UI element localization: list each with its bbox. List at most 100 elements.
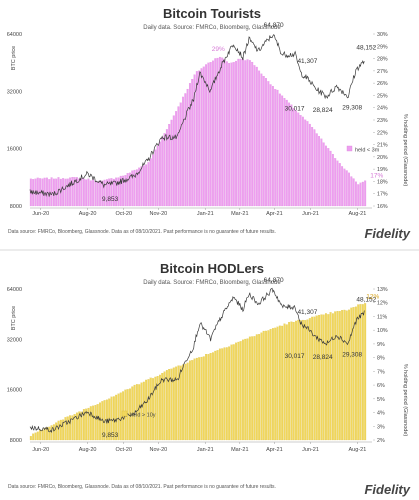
x-tick-label: Jun-20 — [32, 211, 49, 217]
share-bar — [239, 341, 242, 441]
share-bar — [318, 136, 321, 207]
share-bar — [341, 310, 344, 441]
share-bar — [165, 129, 168, 207]
share-bar — [244, 338, 247, 441]
share-bar — [322, 314, 325, 441]
share-bar — [163, 133, 166, 207]
share-bar — [110, 178, 113, 207]
share-bar — [322, 142, 325, 207]
footer-note: Data source: FMRCo, Bloomberg, Glassnode… — [8, 229, 276, 235]
share-bar — [299, 115, 302, 207]
data-annotation: 12% — [366, 294, 379, 301]
data-annotation: 28,824 — [313, 354, 333, 361]
share-bar — [225, 61, 228, 207]
x-tick-label: Jun-20 — [32, 447, 49, 453]
share-bar — [223, 347, 226, 441]
y2-tick-label: 16% — [377, 204, 388, 210]
x-tick-label: Jun-21 — [302, 211, 319, 217]
y2-tick-label: 29% — [377, 44, 388, 50]
y2-tick-label: 2% — [377, 438, 385, 444]
share-bar — [258, 70, 261, 207]
share-bar — [112, 178, 115, 207]
share-bar — [354, 306, 357, 441]
x-tick-label: Nov-20 — [149, 447, 167, 453]
share-bar — [108, 178, 111, 207]
brand-logo: Fidelity — [364, 226, 410, 241]
share-bar — [138, 384, 141, 441]
share-bar — [43, 177, 46, 207]
share-bar — [80, 178, 83, 207]
share-bar — [142, 165, 145, 207]
share-bar — [89, 180, 92, 207]
share-bar — [69, 415, 71, 441]
share-bar — [202, 66, 205, 207]
share-bar — [140, 166, 143, 207]
share-bar — [295, 110, 297, 207]
share-bar — [145, 379, 148, 441]
share-bar — [288, 102, 291, 207]
share-bar — [147, 162, 150, 207]
share-bar — [34, 432, 37, 441]
share-bar — [179, 102, 182, 207]
share-bar — [334, 158, 337, 207]
share-bar — [147, 379, 150, 441]
share-bar — [285, 99, 288, 207]
share-bar — [122, 175, 125, 207]
share-bar — [248, 336, 251, 441]
share-bar — [237, 341, 240, 441]
share-bar — [267, 330, 270, 441]
share-bar — [258, 334, 261, 441]
share-bar — [105, 179, 108, 207]
share-bar — [345, 310, 348, 441]
share-bar — [285, 324, 288, 441]
share-bar — [186, 362, 189, 441]
holding-share-area — [29, 303, 367, 441]
share-bar — [159, 141, 161, 207]
share-bar — [32, 433, 35, 441]
share-bar — [207, 62, 210, 207]
share-bar — [283, 323, 286, 441]
share-bar — [221, 348, 224, 441]
share-bar — [297, 112, 300, 207]
x-tick-label: Jan-21 — [197, 447, 214, 453]
y2-tick-label: 22% — [377, 130, 388, 136]
share-bar — [182, 96, 184, 207]
share-bar — [209, 62, 212, 207]
legend-label: held > 10y — [130, 413, 156, 419]
chart-subtitle: Daily data. Source: FMRCo, Bloomberg, Gl… — [143, 25, 281, 31]
share-bar — [198, 70, 201, 207]
share-bar — [94, 181, 97, 207]
share-bar — [262, 330, 265, 441]
data-annotation: 9,853 — [102, 196, 119, 203]
share-bar — [200, 68, 203, 207]
share-bar — [115, 394, 118, 441]
share-bar — [311, 127, 314, 207]
share-bar — [55, 178, 58, 207]
share-bar — [103, 179, 106, 207]
share-bar — [329, 312, 332, 441]
share-bar — [200, 356, 203, 441]
y2-tick-label: 8% — [377, 356, 385, 362]
share-bar — [315, 133, 318, 207]
share-bar — [228, 63, 231, 207]
share-bar — [253, 65, 256, 207]
share-bar — [361, 181, 364, 207]
share-bar — [350, 307, 353, 441]
share-bar — [218, 348, 221, 441]
share-bar — [101, 180, 104, 207]
share-bar — [156, 145, 159, 207]
share-bar — [99, 180, 101, 207]
share-bar — [82, 409, 85, 441]
share-bar — [338, 163, 341, 207]
y2-axis-label: % holding period (Glassnode) — [402, 114, 408, 187]
share-bar — [191, 79, 194, 207]
share-bar — [29, 436, 32, 441]
share-bar — [290, 321, 293, 441]
share-bar — [331, 313, 334, 441]
x-tick-label: Mar-21 — [231, 447, 248, 453]
share-bar — [149, 377, 152, 441]
share-bar — [260, 73, 263, 207]
share-bar — [66, 178, 69, 207]
share-bar — [225, 347, 228, 441]
share-bar — [313, 129, 316, 207]
